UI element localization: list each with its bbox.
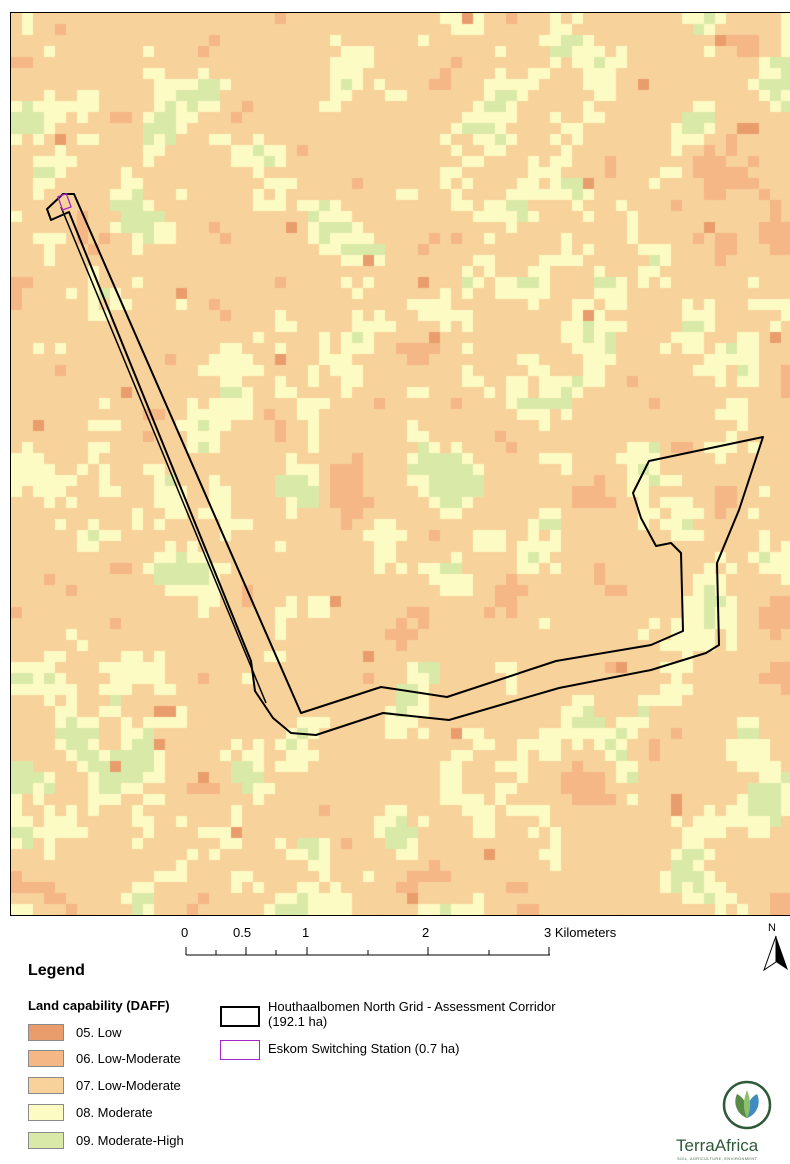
legend-subtitle: Land capability (DAFF) bbox=[28, 998, 170, 1013]
legend-title: Legend bbox=[28, 962, 85, 979]
legend-label: 05. Low bbox=[76, 1024, 122, 1040]
scale-tick-0-5: 0.5 bbox=[233, 925, 252, 940]
legend-label: 09. Moderate-High bbox=[76, 1132, 184, 1148]
eskom-switching-station[interactable] bbox=[57, 192, 72, 211]
legend-swatch-moderate bbox=[28, 1103, 64, 1121]
legend-item-moderate: 08. Moderate bbox=[28, 1103, 153, 1121]
assessment-corridor-outline[interactable] bbox=[46, 193, 764, 736]
legend-swatch-low bbox=[28, 1023, 64, 1041]
legend-item-low-moderate-6: 06. Low-Moderate bbox=[28, 1049, 181, 1067]
legend-swatch-station bbox=[220, 1040, 260, 1060]
legend-label-corridor: Houthaalbomen North Grid - Assessment Co… bbox=[268, 999, 556, 1029]
legend-label: 06. Low-Moderate bbox=[76, 1050, 181, 1066]
land-capability-raster[interactable] bbox=[11, 13, 790, 915]
corridor-inner-line bbox=[60, 206, 267, 704]
legend-item-low-moderate-7: 07. Low-Moderate bbox=[28, 1076, 181, 1094]
terraafrica-leaf-logo-icon bbox=[722, 1080, 772, 1130]
logo-text: TerraAfrica bbox=[676, 1136, 759, 1155]
map-overlay bbox=[46, 192, 764, 736]
legend-label-station: Eskom Switching Station (0.7 ha) bbox=[268, 1041, 460, 1056]
scale-tick-3: 3 Kilometers bbox=[544, 925, 617, 940]
logo-tagline: SOIL, AGRICULTURE, ENVIRONMENT bbox=[677, 1156, 758, 1161]
legend-swatch-moderate-high bbox=[28, 1131, 64, 1149]
scale-tick-0: 0 bbox=[181, 925, 189, 940]
legend-item-moderate-high: 09. Moderate-High bbox=[28, 1131, 184, 1149]
north-label: N bbox=[768, 922, 776, 934]
legend-label: 08. Moderate bbox=[76, 1104, 153, 1120]
terraafrica-logo: TerraAfrica SOIL, AGRICULTURE, ENVIRONME… bbox=[672, 1078, 790, 1164]
scale-tick-1: 1 bbox=[302, 925, 310, 940]
map-frame[interactable] bbox=[10, 12, 790, 916]
north-arrow-icon bbox=[763, 935, 788, 972]
scale-bar-graphic bbox=[185, 947, 550, 956]
legend-swatch-low-moderate-7 bbox=[28, 1076, 64, 1094]
legend-swatch-corridor bbox=[220, 1006, 260, 1027]
north-arrow: N bbox=[762, 922, 790, 974]
legend-label: 07. Low-Moderate bbox=[76, 1077, 181, 1093]
legend-item-low: 05. Low bbox=[28, 1023, 122, 1041]
legend-swatch-low-moderate-6 bbox=[28, 1049, 64, 1067]
scale-tick-2: 2 bbox=[422, 925, 430, 940]
scale-bar: 0 0.5 1 2 3 Kilometers bbox=[170, 925, 630, 965]
